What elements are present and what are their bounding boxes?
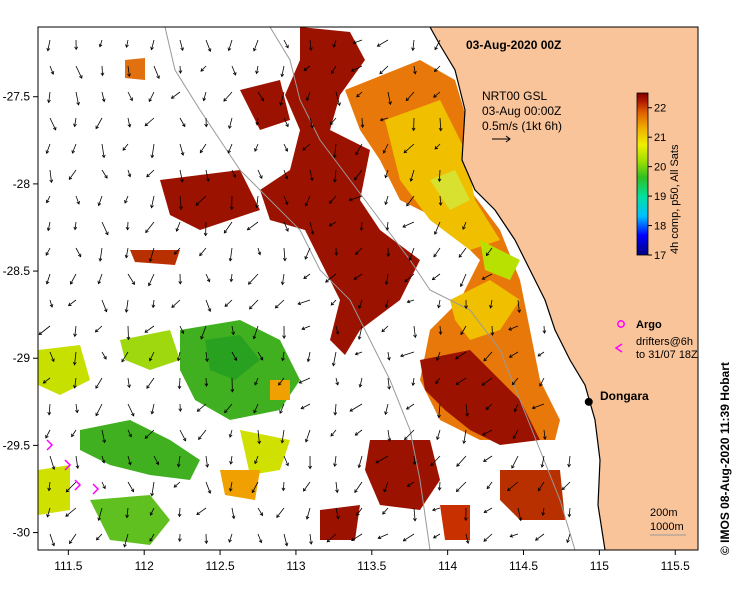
y-tick-label: -28 bbox=[13, 177, 31, 191]
map-title: 03-Aug-2020 00Z bbox=[466, 38, 561, 52]
drifter-label-line1: drifters@6h bbox=[636, 336, 693, 348]
colorbar-ticks: 22 21 20 19 18 17 bbox=[648, 103, 666, 262]
x-tick-label: 114.5 bbox=[509, 559, 538, 573]
land bbox=[430, 27, 698, 550]
x-tick-label: 111.5 bbox=[54, 559, 83, 573]
x-tick-label: 112 bbox=[135, 559, 154, 573]
vector-info-line1: NRT00 GSL bbox=[482, 89, 547, 103]
drifter-tracks bbox=[46, 439, 100, 495]
isobath-label-1000m: 1000m bbox=[650, 521, 684, 533]
argo-icon bbox=[617, 320, 625, 328]
y-tick-label: -29 bbox=[13, 351, 31, 365]
current-vectors bbox=[38, 39, 572, 548]
colorbar-tick-label: 21 bbox=[654, 132, 666, 144]
isobath-label-200m: 200m bbox=[650, 507, 678, 519]
x-tick-label: 115.5 bbox=[661, 559, 690, 573]
colorbar-tick-label: 22 bbox=[654, 103, 666, 115]
argo-legend: Argo bbox=[617, 319, 662, 331]
y-axis: -27.5 -28 -28.5 -29 -29.5 -30 bbox=[3, 90, 38, 540]
colorbar-tick-label: 17 bbox=[654, 250, 666, 262]
dongara-label: Dongara bbox=[600, 389, 649, 403]
x-tick-label: 113 bbox=[286, 559, 305, 573]
drifter-label-line2: to 31/07 18Z bbox=[636, 349, 698, 361]
colorbar bbox=[636, 92, 649, 256]
isobath-200m bbox=[269, 27, 576, 550]
colorbar-tick-label: 19 bbox=[654, 191, 666, 203]
x-tick-label: 112.5 bbox=[205, 559, 234, 573]
colorbar-label: 4h comp, p50, All Sats bbox=[669, 144, 681, 254]
credit: © IMOS 08-Aug-2020 11:39 Hobart bbox=[718, 362, 732, 555]
x-tick-label: 113.5 bbox=[357, 559, 386, 573]
x-tick-label: 114 bbox=[438, 559, 457, 573]
colorbar-tick-label: 20 bbox=[654, 162, 666, 174]
y-tick-label: -27.5 bbox=[3, 90, 31, 104]
drifter-icon bbox=[614, 343, 623, 353]
y-tick-label: -28.5 bbox=[3, 264, 31, 278]
vector-info-line2: 03-Aug 00:00Z bbox=[482, 104, 561, 118]
vector-scale-arrow bbox=[492, 135, 511, 143]
colorbar-tick-label: 18 bbox=[654, 221, 666, 233]
sst-field bbox=[38, 27, 565, 545]
x-tick-label: 115 bbox=[590, 559, 609, 573]
y-tick-label: -29.5 bbox=[3, 438, 31, 452]
vector-info-line3: 0.5m/s (1kt 6h) bbox=[482, 119, 562, 133]
coastline bbox=[429, 27, 606, 550]
y-tick-label: -30 bbox=[13, 526, 31, 540]
x-axis: 111.5 112 112.5 113 113.5 114 114.5 115 115.5 bbox=[54, 550, 690, 573]
dongara-marker-icon bbox=[584, 397, 593, 406]
plot-frame bbox=[37, 26, 699, 551]
drifter-legend: drifters@6h to 31/07 18Z bbox=[614, 336, 698, 361]
argo-label: Argo bbox=[636, 319, 662, 331]
isobath-1000m bbox=[164, 27, 431, 550]
